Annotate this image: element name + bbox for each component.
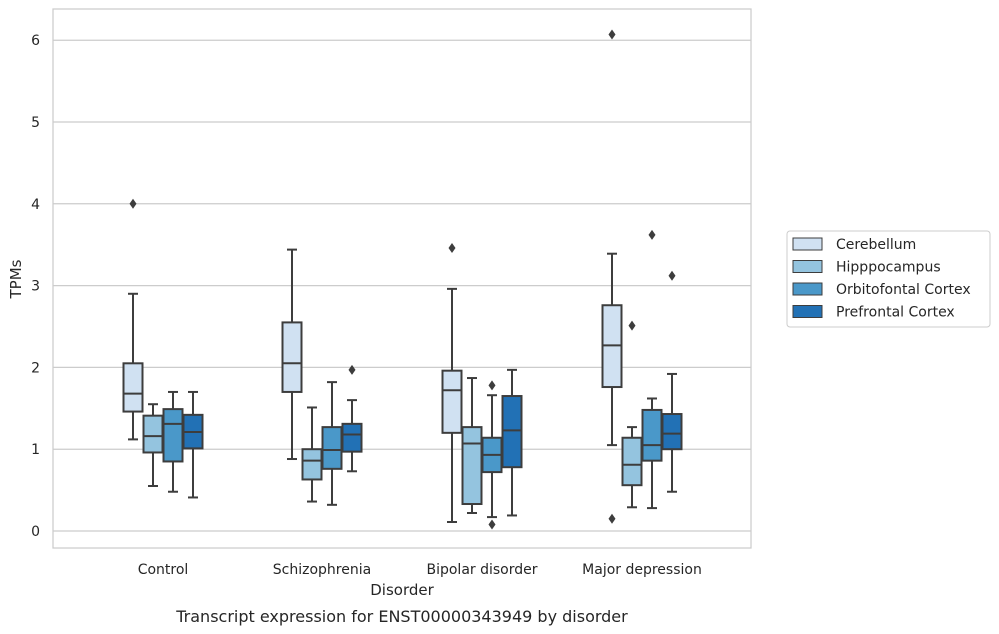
box-0-2 — [441, 242, 463, 524]
outlier-point-1 — [488, 519, 496, 530]
box-0-0 — [122, 198, 144, 441]
outlier-point-0 — [668, 270, 676, 281]
outlier-point-1 — [608, 513, 616, 524]
x-axis-label: Disorder — [370, 581, 434, 599]
y-tick-label-5: 5 — [31, 115, 40, 131]
box-body — [641, 408, 663, 462]
box-body — [162, 408, 184, 463]
box-2-0 — [162, 390, 184, 493]
box-body — [341, 422, 363, 453]
outlier-point-0 — [628, 320, 636, 331]
legend-swatch-0 — [792, 237, 823, 251]
outlier-point-0 — [448, 242, 456, 253]
x-tick-label-2: Bipolar disorder — [426, 562, 537, 578]
box-1-3 — [621, 320, 643, 509]
box-body — [621, 436, 643, 487]
legend-label-3: Prefrontal Cortex — [836, 305, 955, 321]
box-2-2 — [481, 380, 503, 530]
box-body — [142, 414, 164, 454]
outlier-point-0 — [608, 29, 616, 40]
y-tick-label-3: 3 — [31, 279, 40, 295]
y-tick-label-6: 6 — [31, 33, 40, 49]
y-tick-label-0: 0 — [31, 524, 40, 540]
y-tick-label-1: 1 — [31, 442, 40, 458]
x-tick-label-1: Schizophrenia — [273, 562, 371, 578]
y-tick-label-2: 2 — [31, 360, 40, 376]
legend-swatch-3 — [792, 305, 823, 318]
box-1-2 — [461, 377, 483, 515]
box-2-3 — [641, 229, 663, 510]
outlier-point-0 — [348, 364, 356, 375]
box-3-1 — [341, 364, 363, 473]
box-body — [461, 426, 483, 506]
chart-caption: Transcript expression for ENST0000034394… — [175, 607, 628, 626]
box-body — [301, 448, 323, 481]
x-tick-label-0: Control — [138, 562, 189, 578]
box-2-1 — [321, 381, 343, 506]
legend-label-1: Hipppocampus — [836, 260, 941, 276]
y-tick-label-4: 4 — [31, 197, 40, 213]
box-body — [661, 413, 683, 451]
box-1-0 — [142, 403, 164, 488]
outlier-point-0 — [648, 229, 656, 240]
plot-frame — [52, 8, 752, 549]
box-body — [501, 395, 523, 469]
y-tick-labels: 0 1 2 3 4 5 6 — [31, 33, 40, 540]
box-0-3 — [601, 29, 623, 524]
box-body — [281, 321, 303, 393]
y-axis-label: TPMs — [7, 259, 25, 299]
box-0-1 — [281, 248, 303, 461]
x-tick-labels: Control Schizophrenia Bipolar disorder Majo… — [138, 562, 702, 578]
legend-label-2: Orbitofontal Cortex — [836, 282, 971, 298]
box-3-3 — [661, 270, 683, 493]
box-body — [441, 369, 463, 434]
legend-label-0: Cerebellum — [836, 237, 916, 253]
legend: Cerebellum Hipppocampus Orbitofontal Corte… — [786, 230, 991, 328]
outlier-point-0 — [488, 380, 496, 391]
boxes-layer — [122, 29, 683, 530]
outlier-point-0 — [129, 198, 137, 209]
legend-swatch-2 — [792, 282, 823, 296]
box-1-1 — [301, 406, 323, 503]
x-tick-label-3: Major depression — [582, 562, 702, 578]
box-3-2 — [501, 368, 523, 517]
legend-swatch-1 — [792, 260, 823, 273]
legend-frame — [786, 230, 991, 328]
box-body — [122, 362, 144, 413]
box-3-0 — [182, 390, 204, 499]
box-body — [321, 426, 343, 470]
